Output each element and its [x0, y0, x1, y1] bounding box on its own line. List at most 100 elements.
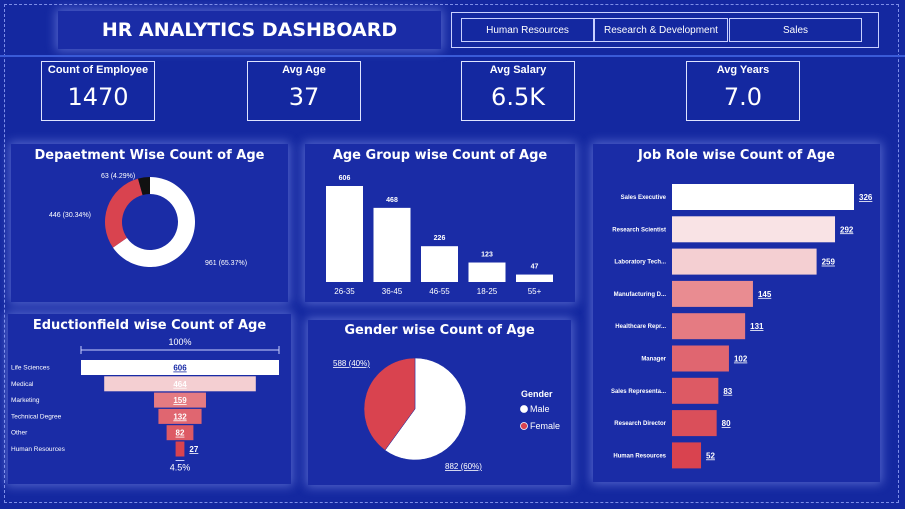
department-slicer: Human Resources Research & Development S… — [451, 12, 879, 48]
category-label: Manager — [641, 357, 666, 363]
kpi-label: Count of Employee — [47, 64, 149, 76]
slicer-sales[interactable]: Sales — [729, 18, 862, 42]
panel-gender-chart[interactable]: Gender wise Count of Age 882 (60%) 588 (4… — [308, 320, 571, 485]
bar-value-label: 123 — [481, 252, 493, 259]
slice-label: 961 (65.37%) — [205, 260, 247, 267]
kpi-value: 37 — [288, 83, 320, 111]
kpi-count-of-employee: Count of Employee 1470 — [41, 61, 155, 121]
kpi-label: Avg Years — [716, 64, 770, 76]
category-label: Human Resources — [613, 453, 666, 459]
slicer-research-development[interactable]: Research & Development — [594, 18, 728, 42]
job-role-bar — [672, 313, 746, 340]
category-label: Technical Degree — [11, 413, 62, 420]
chart-title: Age Group wise Count of Age — [332, 148, 548, 163]
category-label: Marketing — [11, 397, 40, 404]
bar-value-label: 83 — [723, 387, 732, 396]
panel-department-chart[interactable]: Depaetment Wise Count of Age 961 (65.37%… — [11, 144, 288, 302]
age-group-bar-chart: 606 26-35 468 36-45 226 46-55 123 18-25 47 55+ — [326, 175, 553, 296]
funnel-bar — [166, 425, 194, 441]
age-bar — [516, 274, 553, 282]
category-label: Sales Representa... — [611, 389, 666, 395]
bar-value-label: 606 — [339, 175, 351, 182]
job-role-bar — [672, 248, 817, 275]
panel-education-funnel[interactable]: Eductionfield wise Count of Age 100% Life… — [8, 314, 291, 484]
gender-pie-chart: 882 (60%) 588 (40%) Gender Male Female — [333, 357, 560, 471]
chart-title: Eductionfield wise Count of Age — [32, 318, 267, 333]
bar-value-label: 326 — [859, 193, 873, 202]
donut-slice — [105, 178, 143, 248]
slice-label: 882 (60%) — [445, 462, 482, 471]
chart-title: Depaetment Wise Count of Age — [34, 148, 265, 163]
panel-job-role-chart[interactable]: Job Role wise Count of Age Sales Executi… — [593, 144, 880, 482]
age-bar — [373, 207, 411, 282]
job-role-bar — [672, 442, 702, 469]
bar-value-label: 52 — [706, 451, 715, 460]
bar-value-label: 27 — [189, 445, 198, 454]
donut-slice — [138, 177, 150, 196]
bar-value-label: 606 — [173, 364, 187, 373]
bar-value-label: 159 — [173, 396, 187, 405]
bar-value-label: 464 — [173, 380, 187, 389]
category-label: Sales Executive — [621, 195, 667, 201]
kpi-value: 1470 — [67, 83, 129, 111]
department-donut-chart: 961 (65.37%) 446 (30.34%) 63 (4.29%) — [49, 173, 247, 267]
category-label: Manufacturing D... — [614, 292, 667, 298]
header-divider — [0, 55, 905, 57]
legend-title: Gender — [521, 389, 553, 399]
category-label: 55+ — [528, 287, 542, 296]
age-bar — [421, 246, 458, 282]
job-role-bar — [672, 184, 854, 210]
panel-age-group-chart[interactable]: Age Group wise Count of Age 606 26-35 468 3… — [305, 144, 575, 302]
funnel-bottom-label: 4.5% — [170, 463, 191, 473]
job-role-bar — [672, 280, 753, 307]
job-role-bar — [672, 345, 729, 372]
bar-value-label: 145 — [758, 290, 772, 299]
chart-title: Job Role wise Count of Age — [638, 148, 835, 163]
bar-value-label: 468 — [386, 197, 398, 204]
category-label: 18-25 — [477, 287, 498, 296]
chart-title: Gender wise Count of Age — [344, 323, 535, 338]
age-bar — [468, 262, 506, 282]
category-label: Life Sciences — [11, 365, 50, 372]
bar-value-label: 259 — [822, 258, 836, 267]
donut-slice — [112, 177, 195, 267]
kpi-label: Avg Salary — [489, 64, 547, 76]
kpi-avg-years: Avg Years 7.0 — [686, 61, 800, 121]
category-label: Other — [11, 430, 28, 437]
category-label: 26-35 — [334, 287, 355, 296]
category-label: Healthcare Repr... — [615, 324, 666, 330]
legend-label: Female — [530, 421, 560, 431]
legend-label: Male — [530, 404, 550, 414]
age-bar — [326, 186, 363, 282]
dashboard-frame — [4, 4, 899, 503]
kpi-avg-age: Avg Age 37 — [247, 61, 361, 121]
category-label: Medical — [11, 381, 34, 388]
bar-value-label: 226 — [434, 235, 446, 242]
category-label: 36-45 — [382, 287, 403, 296]
funnel-bar — [104, 376, 256, 392]
bar-value-label: 132 — [173, 412, 187, 421]
job-role-bar — [672, 410, 717, 437]
funnel-bar — [81, 360, 279, 375]
dashboard-title-text: HR ANALYTICS DASHBOARD — [101, 19, 398, 41]
slice-label: 446 (30.34%) — [49, 212, 91, 219]
kpi-avg-salary: Avg Salary 6.5K — [461, 61, 575, 121]
kpi-label: Avg Age — [282, 64, 326, 76]
funnel-bar — [154, 392, 206, 408]
job-role-bar-chart: Sales Executive 326 Research Scientist 292 L… — [611, 184, 873, 469]
bar-value-label: 131 — [750, 322, 764, 331]
education-funnel-chart: 100% Life Sciences 606 Medical 464 Marketing 1… — [11, 337, 280, 473]
category-label: Laboratory Tech... — [614, 260, 666, 266]
legend-marker — [520, 422, 528, 430]
dashboard-title: HR ANALYTICS DASHBOARD — [58, 11, 441, 49]
bar-value-label: 47 — [531, 264, 539, 271]
legend-marker — [520, 405, 528, 413]
funnel-bar — [158, 408, 202, 424]
pie-slice — [384, 357, 467, 461]
category-label: Research Scientist — [612, 227, 666, 233]
category-label: Human Resources — [11, 446, 66, 453]
slicer-human-resources[interactable]: Human Resources — [461, 18, 594, 42]
bar-value-label: 102 — [734, 355, 748, 364]
bar-value-label: 82 — [176, 429, 185, 438]
funnel-top-label: 100% — [168, 337, 191, 347]
